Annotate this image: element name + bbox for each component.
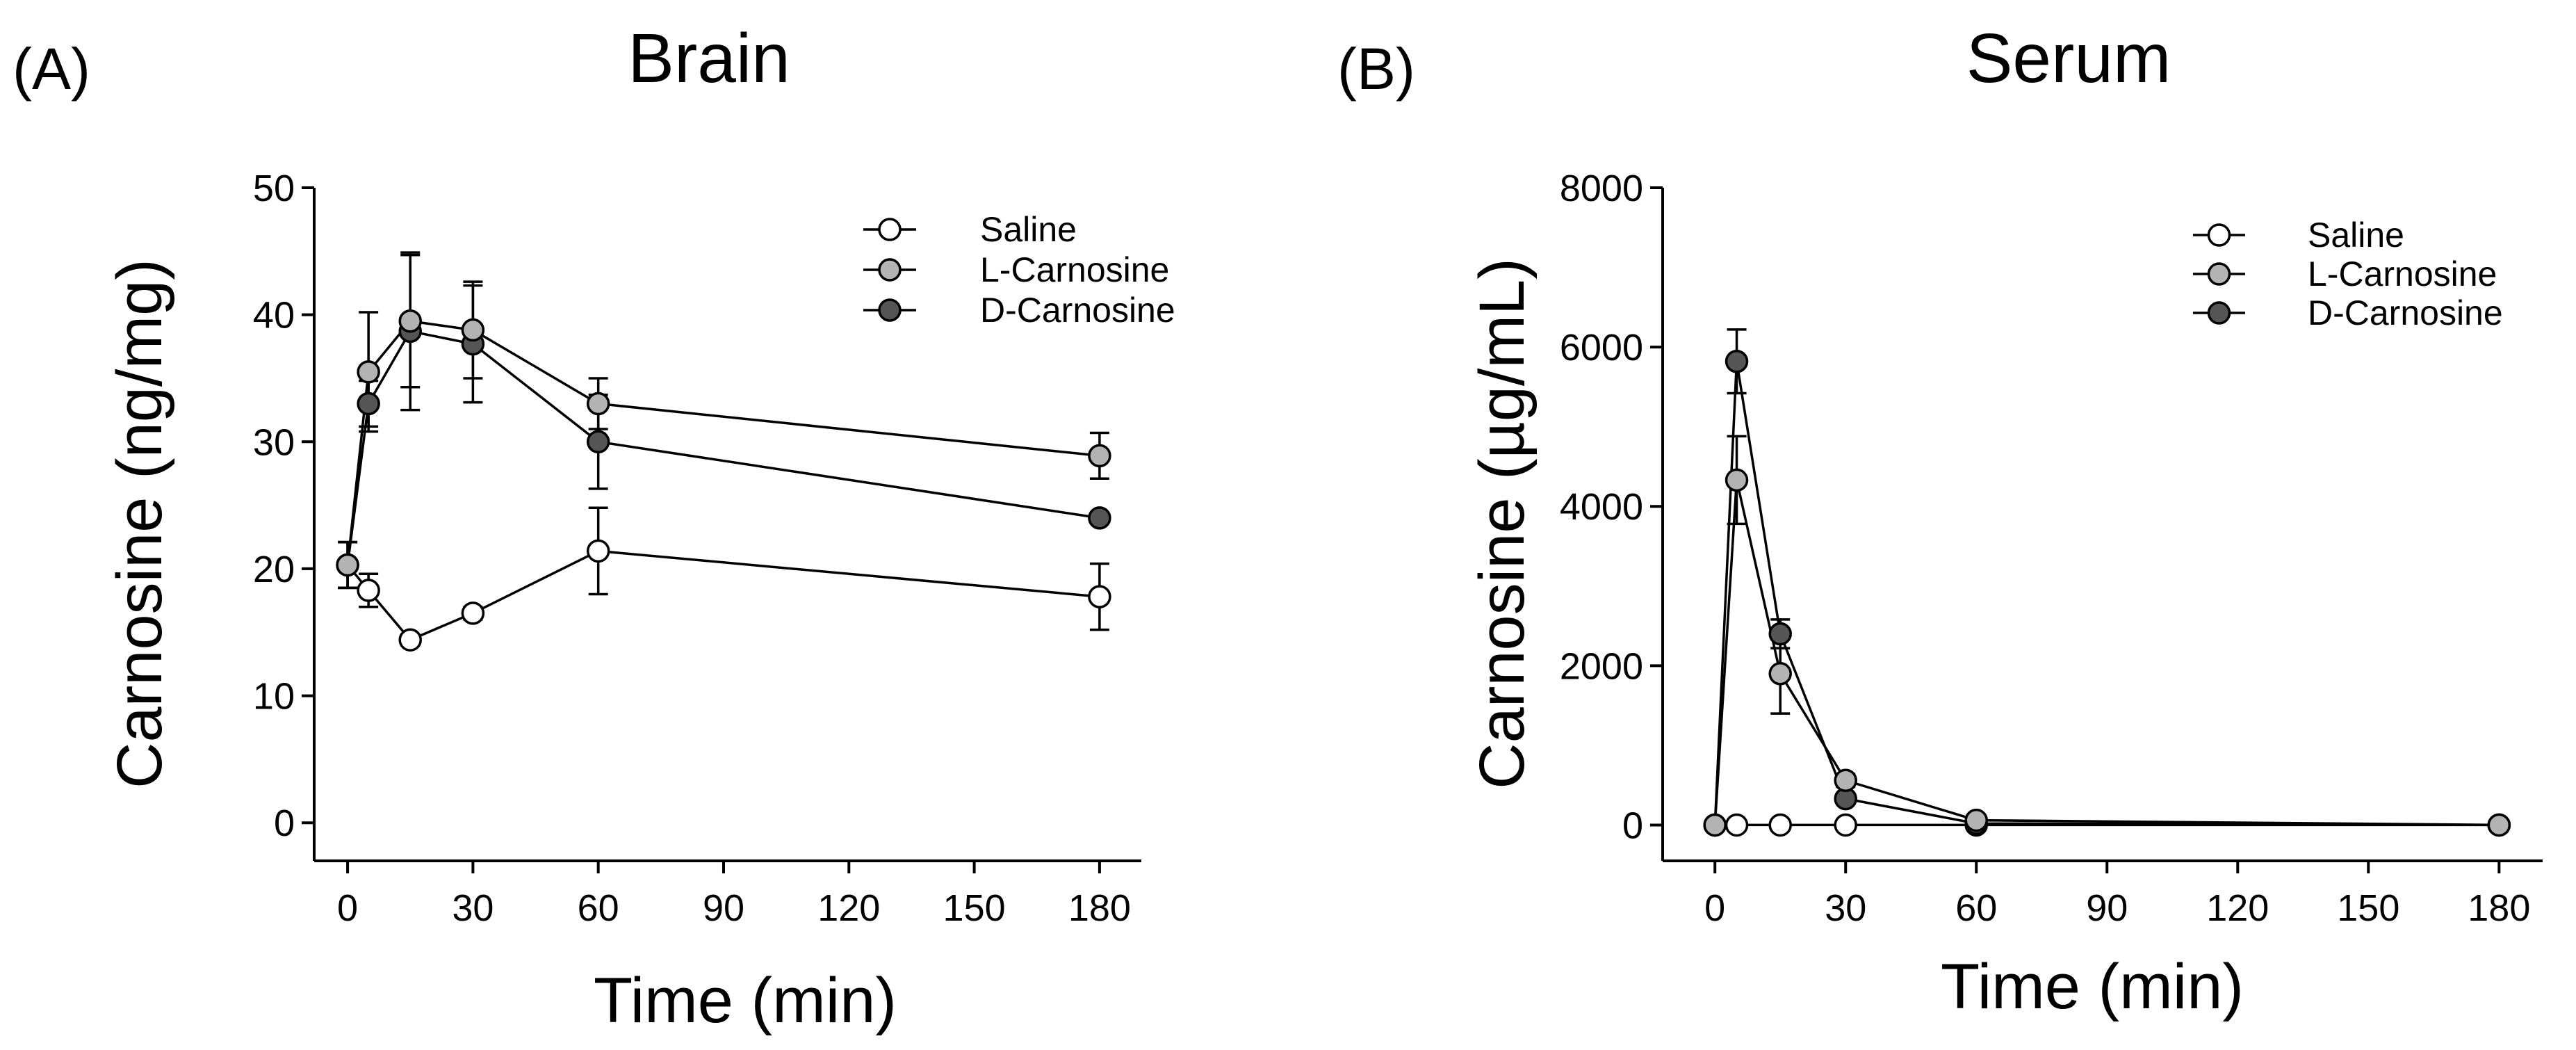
data-point-d-carnosine	[1088, 506, 1111, 530]
data-point-l-carnosine	[336, 553, 359, 577]
series-line-d-carnosine	[346, 330, 1100, 565]
x-tick-label: 180	[2468, 887, 2530, 929]
chart-title: Brain	[628, 19, 790, 97]
series-line-l-carnosine	[346, 319, 1100, 565]
x-tick-label: 30	[1825, 887, 1866, 929]
y-tick-label: 6000	[1560, 327, 1643, 369]
data-point-l-carnosine	[1088, 444, 1111, 468]
legend-label-d-carnosine: D-Carnosine	[2308, 293, 2503, 332]
x-tick-label: 120	[2206, 887, 2269, 929]
data-point-l-carnosine	[1768, 662, 1792, 686]
legend-label-l-carnosine: L-Carnosine	[2308, 255, 2497, 293]
y-axis-label: Carnosine (ng/mg)	[104, 259, 175, 789]
data-point-l-carnosine	[1964, 808, 1988, 832]
data-point-d-carnosine	[586, 430, 610, 454]
y-tick-label: 0	[1622, 805, 1643, 846]
x-tick-label: 90	[703, 887, 744, 929]
y-tick-label: 2000	[1560, 645, 1643, 687]
legend-label-saline: Saline	[980, 210, 1077, 249]
series-line-l-carnosine	[1713, 480, 2500, 827]
panel-label: (B)	[1337, 36, 1415, 102]
data-point-l-carnosine	[357, 360, 380, 384]
data-point-saline	[586, 539, 610, 563]
data-point-d-carnosine	[1725, 349, 1749, 373]
data-point-saline	[461, 601, 485, 625]
data-point-saline	[357, 579, 380, 602]
x-tick-label: 30	[452, 887, 494, 929]
data-point-l-carnosine	[398, 309, 422, 333]
legend-marker-saline	[2207, 223, 2231, 247]
data-point-l-carnosine	[1725, 468, 1749, 492]
legend-marker-d-carnosine	[878, 298, 902, 322]
chart-title: Serum	[1966, 19, 2171, 97]
y-axis-label: Carnosine (µg/mL)	[1467, 258, 1538, 789]
x-tick-label: 0	[337, 887, 358, 929]
data-point-d-carnosine	[357, 391, 380, 416]
data-point-l-carnosine	[1834, 768, 1857, 793]
x-tick-label: 150	[2337, 887, 2399, 929]
x-tick-label: 60	[1955, 887, 1997, 929]
x-tick-label: 60	[578, 887, 619, 929]
panel-label: (A)	[13, 36, 90, 102]
x-tick-label: 90	[2086, 887, 2128, 929]
y-tick-label: 40	[253, 295, 295, 337]
data-point-saline	[398, 628, 422, 652]
y-tick-label: 8000	[1560, 168, 1643, 209]
data-point-d-carnosine	[1768, 622, 1792, 646]
legend-marker-l-carnosine	[878, 258, 902, 282]
data-point-saline	[1725, 813, 1749, 837]
y-tick-label: 50	[253, 168, 295, 209]
legend-marker-saline	[878, 218, 902, 241]
legend-label-l-carnosine: L-Carnosine	[980, 250, 1169, 289]
y-tick-label: 30	[253, 421, 295, 463]
data-point-l-carnosine	[1703, 813, 1727, 837]
y-tick-label: 4000	[1560, 486, 1643, 528]
legend-marker-d-carnosine	[2207, 301, 2231, 325]
chart-panel-brain: (A) Brain 0 10 20 30 40 50 0 30 60 90 120 150 180 Time …	[13, 19, 1175, 1036]
chart-panel-serum: (B) Serum 0 2000 4000 6000 8000 0 30 60 90 120 150 18…	[1337, 19, 2543, 1022]
y-tick-label: 10	[253, 676, 295, 718]
y-tick-label: 0	[274, 802, 295, 844]
x-axis-label: Time (min)	[1941, 951, 2244, 1022]
x-tick-label: 0	[1704, 887, 1725, 929]
data-point-l-carnosine	[586, 391, 610, 416]
legend-label-saline: Saline	[2308, 216, 2404, 255]
x-tick-label: 150	[943, 887, 1006, 929]
data-point-saline	[1768, 813, 1792, 837]
y-tick-label: 20	[253, 549, 295, 590]
series-line-saline	[346, 549, 1100, 642]
x-tick-label: 180	[1068, 887, 1131, 929]
x-axis-label: Time (min)	[594, 965, 897, 1036]
series-line-d-carnosine	[1713, 361, 2500, 827]
data-point-saline	[1834, 813, 1857, 837]
x-tick-label: 120	[817, 887, 880, 929]
legend-label-d-carnosine: D-Carnosine	[980, 291, 1175, 330]
data-point-l-carnosine	[2487, 813, 2511, 837]
legend-marker-l-carnosine	[2207, 262, 2231, 286]
data-point-l-carnosine	[461, 318, 485, 342]
data-point-saline	[1088, 585, 1111, 608]
